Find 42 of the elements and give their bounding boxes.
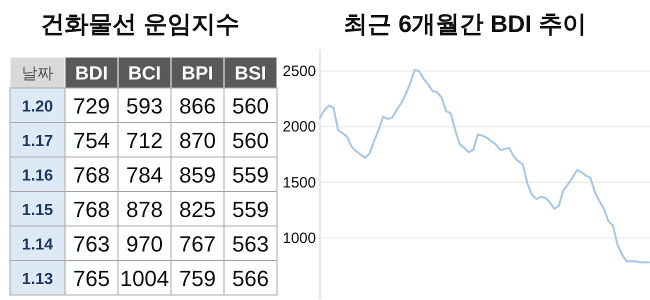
chart-title: 건화물선 운임지수 [40,11,240,38]
data-label: 878 [126,196,163,222]
data-label: 759 [179,266,216,291]
data-label: 1004 [120,266,169,291]
y-tick-label: 1.20 [22,98,54,116]
y-tick-label: 1.17 [22,132,54,150]
y-tick-label: 1000 [282,230,316,247]
x-tick-label: BPI [182,64,214,84]
data-label: 765 [73,266,110,291]
y-tick-label: 1.15 [22,202,54,219]
data-label: 768 [73,196,110,222]
x-tick-label: BCI [128,64,161,84]
data-label: 866 [179,93,216,118]
y-tick-label: 1500 [282,174,316,192]
data-label: 560 [232,93,269,118]
data-label: 763 [73,231,110,256]
line-series [319,69,650,264]
data-label: 859 [179,162,216,188]
data-label: 825 [179,196,216,222]
data-label: 754 [73,128,110,153]
data-label: 729 [73,93,110,118]
data-label: 560 [232,128,269,153]
data-label: 559 [232,196,269,222]
y-tick-label: 1.13 [22,270,54,288]
y-axis-title: 날짜 [22,66,54,82]
data-label: 593 [126,93,163,118]
data-label: 768 [73,162,110,188]
data-label: 970 [126,231,163,256]
y-tick-label: 2500 [282,63,316,80]
chart-title: 최근 6개월간 BDI 추이 [344,11,586,38]
data-label: 784 [126,162,163,188]
x-tick-label: BSI [234,64,266,84]
y-tick-label: 1.14 [22,236,54,254]
x-tick-label: BDI [75,64,108,84]
data-label: 767 [179,231,216,256]
y-tick-label: 1.16 [22,167,54,184]
data-label: 563 [232,231,269,256]
data-label: 712 [126,128,163,153]
data-label: 559 [232,162,269,188]
data-label: 566 [232,266,269,291]
y-tick-label: 2000 [282,118,316,136]
data-label: 870 [179,128,216,153]
